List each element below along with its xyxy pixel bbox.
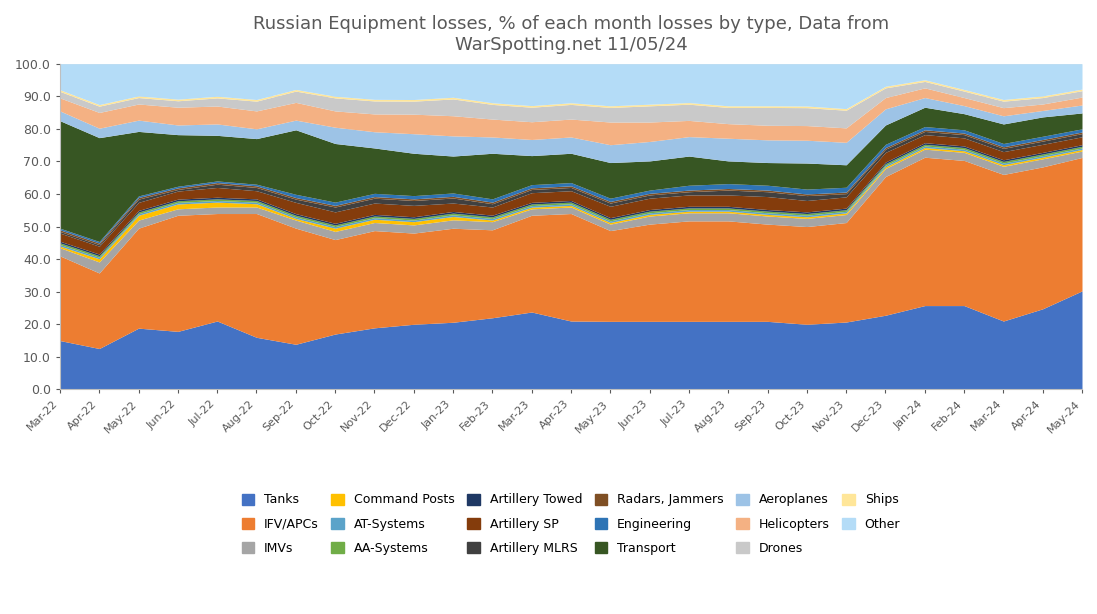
Title: Russian Equipment losses, % of each month losses by type, Data from
WarSpotting.: Russian Equipment losses, % of each mont…: [253, 15, 889, 54]
Legend: Tanks, IFV/APCs, IMVs, Command Posts, AT-Systems, AA-Systems, Artillery Towed, A: Tanks, IFV/APCs, IMVs, Command Posts, AT…: [241, 494, 901, 555]
